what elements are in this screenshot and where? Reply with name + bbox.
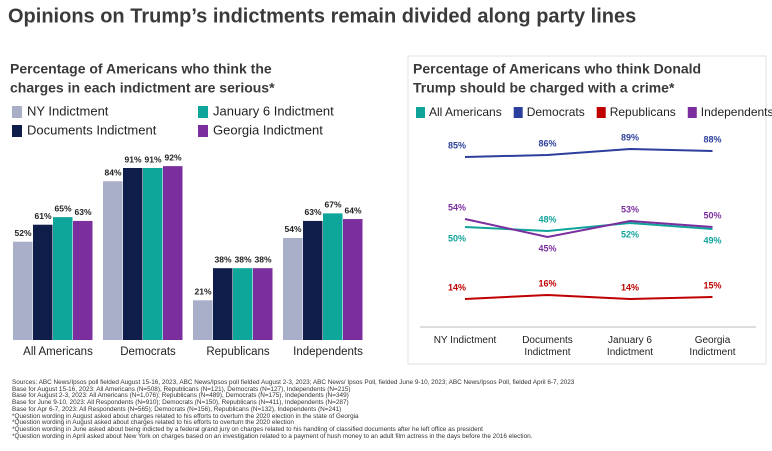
value-label: 38% bbox=[214, 254, 231, 264]
page-title: Opinions on Trump’s indictments remain d… bbox=[8, 5, 636, 27]
footnote: Base for Apr 6-7, 2023: All Respondents … bbox=[12, 405, 342, 413]
legend-label: Democrats bbox=[527, 105, 585, 119]
footnote: Sources: ABC News/Ipsos poll fielded Aug… bbox=[12, 379, 575, 386]
value-label: 48% bbox=[538, 214, 556, 224]
legend-label: NY Indictment bbox=[27, 103, 109, 118]
bar bbox=[103, 181, 123, 340]
footnote: *Question wording in August asked about … bbox=[12, 419, 294, 427]
value-label: 52% bbox=[621, 229, 639, 239]
value-label: 50% bbox=[448, 233, 466, 243]
value-label: 89% bbox=[621, 132, 639, 142]
x-tick-label: NY Indictment bbox=[433, 335, 497, 346]
x-tick-label: Documents Indictment bbox=[522, 335, 573, 358]
value-label: 45% bbox=[538, 243, 556, 253]
value-label: 63% bbox=[304, 207, 321, 217]
chart-title: Percentage of Americans who think Donald bbox=[413, 61, 701, 77]
value-label: 38% bbox=[254, 254, 271, 264]
footnote: *Question wording in June asked about be… bbox=[12, 425, 483, 433]
value-label: 21% bbox=[194, 287, 211, 297]
legend-label: Republicans bbox=[610, 105, 676, 119]
legend-swatch bbox=[12, 106, 22, 118]
value-label: 14% bbox=[448, 282, 466, 292]
chart-title: charges in each indictment are serious* bbox=[10, 80, 275, 96]
value-label: 63% bbox=[74, 207, 91, 217]
legend-swatch bbox=[198, 125, 208, 137]
value-label: 53% bbox=[621, 204, 639, 214]
line bbox=[464, 147, 713, 158]
x-tick-label: January 6 Indictment bbox=[606, 335, 654, 358]
legend-swatch bbox=[596, 107, 606, 118]
bar bbox=[13, 241, 33, 340]
bar bbox=[123, 168, 143, 340]
value-label: 65% bbox=[54, 203, 71, 213]
x-tick-label: All Americans bbox=[23, 346, 93, 358]
footnote: *Question wording in April asked about N… bbox=[12, 432, 533, 440]
bar bbox=[193, 300, 213, 340]
bar bbox=[73, 220, 93, 340]
legend-label: All Americans bbox=[429, 105, 502, 119]
value-label: 85% bbox=[448, 140, 466, 150]
bar bbox=[163, 166, 183, 340]
bar bbox=[303, 220, 323, 340]
footnote: Base for August 15-16, 2023: All America… bbox=[12, 385, 351, 393]
line bbox=[464, 218, 713, 239]
value-label: 92% bbox=[164, 152, 181, 162]
bar bbox=[253, 268, 273, 340]
legend-swatch bbox=[687, 107, 697, 118]
value-label: 14% bbox=[621, 282, 639, 292]
x-tick-label: Democrats bbox=[120, 346, 176, 358]
bar bbox=[143, 168, 163, 340]
value-label: 52% bbox=[14, 228, 31, 238]
chart-title: Trump should be charged with a crime* bbox=[413, 80, 675, 96]
legend-label: January 6 Indictment bbox=[213, 103, 334, 118]
value-label: 61% bbox=[34, 211, 51, 221]
value-label: 54% bbox=[448, 202, 466, 212]
legend-swatch bbox=[513, 107, 523, 118]
footnote: Base for June 9-10, 2023: All Respondent… bbox=[12, 399, 349, 407]
value-label: 38% bbox=[234, 254, 251, 264]
value-label: 84% bbox=[104, 167, 121, 177]
value-label: 88% bbox=[703, 134, 721, 144]
bar bbox=[213, 268, 233, 340]
bar bbox=[283, 237, 303, 340]
x-tick-label: Independents bbox=[293, 346, 363, 358]
legend-label: Documents Indictment bbox=[27, 122, 157, 137]
footnote: *Question wording in August asked about … bbox=[12, 412, 359, 420]
legend-swatch bbox=[12, 125, 22, 137]
bar bbox=[33, 224, 53, 340]
value-label: 91% bbox=[144, 154, 161, 164]
value-label: 86% bbox=[538, 138, 556, 148]
legend-swatch bbox=[198, 106, 208, 118]
value-label: 54% bbox=[284, 224, 301, 234]
chart-title: Percentage of Americans who think the bbox=[10, 61, 272, 77]
value-label: 16% bbox=[538, 278, 556, 288]
value-label: 49% bbox=[703, 235, 721, 245]
x-tick-label: Republicans bbox=[206, 346, 270, 358]
panel-frame bbox=[407, 55, 767, 365]
value-label: 64% bbox=[344, 205, 361, 215]
value-label: 15% bbox=[703, 280, 721, 290]
bar bbox=[323, 213, 343, 340]
legend-swatch bbox=[416, 107, 425, 118]
legend-label: Independents bbox=[701, 105, 772, 119]
bar bbox=[53, 217, 73, 340]
legend-label: Georgia Indictment bbox=[213, 122, 323, 137]
value-label: 91% bbox=[124, 154, 141, 164]
x-tick-label: Georgia Indictment bbox=[689, 335, 736, 358]
value-label: 67% bbox=[324, 200, 341, 210]
value-label: 50% bbox=[703, 210, 721, 220]
bar bbox=[233, 268, 253, 340]
bar bbox=[343, 219, 363, 340]
line bbox=[464, 293, 713, 301]
footnote: Base for August 2-3, 2023: All Americans… bbox=[12, 392, 349, 400]
